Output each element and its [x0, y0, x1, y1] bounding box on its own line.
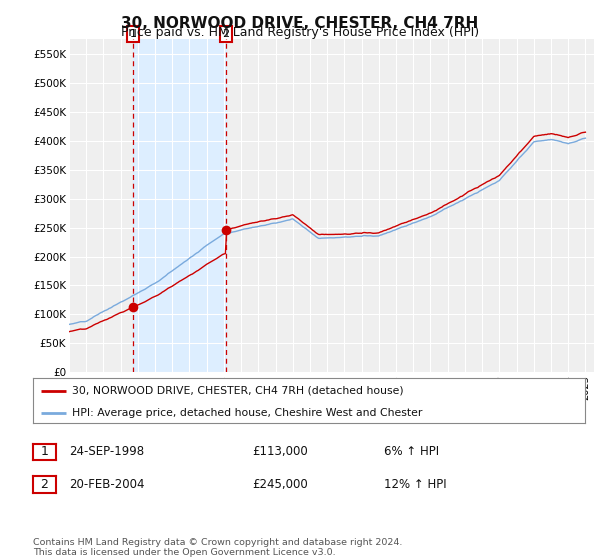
Text: 30, NORWOOD DRIVE, CHESTER, CH4 7RH: 30, NORWOOD DRIVE, CHESTER, CH4 7RH	[121, 16, 479, 31]
Text: Contains HM Land Registry data © Crown copyright and database right 2024.
This d: Contains HM Land Registry data © Crown c…	[33, 538, 403, 557]
Text: 20-FEB-2004: 20-FEB-2004	[69, 478, 145, 491]
Text: Price paid vs. HM Land Registry's House Price Index (HPI): Price paid vs. HM Land Registry's House …	[121, 26, 479, 39]
Text: 1: 1	[40, 445, 49, 459]
Text: 24-SEP-1998: 24-SEP-1998	[69, 445, 144, 459]
Text: 12% ↑ HPI: 12% ↑ HPI	[384, 478, 446, 491]
Text: 2: 2	[223, 29, 230, 39]
Text: 6% ↑ HPI: 6% ↑ HPI	[384, 445, 439, 459]
Text: £245,000: £245,000	[252, 478, 308, 491]
Text: £113,000: £113,000	[252, 445, 308, 459]
Text: 1: 1	[130, 29, 137, 39]
Text: 30, NORWOOD DRIVE, CHESTER, CH4 7RH (detached house): 30, NORWOOD DRIVE, CHESTER, CH4 7RH (det…	[71, 385, 403, 395]
Text: 2: 2	[40, 478, 49, 491]
Text: HPI: Average price, detached house, Cheshire West and Chester: HPI: Average price, detached house, Ches…	[71, 408, 422, 418]
Bar	[133, 39, 226, 372]
